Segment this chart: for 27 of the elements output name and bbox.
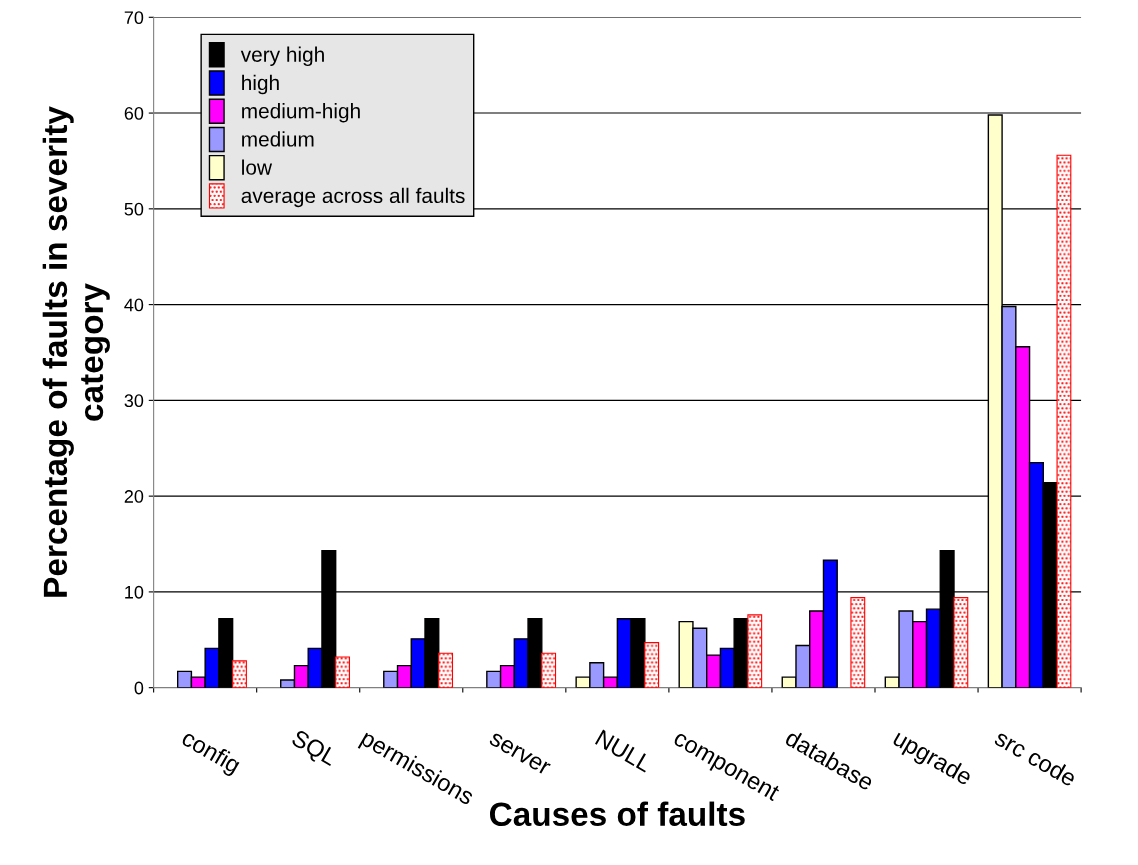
- x-tick-label: src code: [993, 728, 1078, 788]
- bar: [438, 652, 454, 688]
- bar: [232, 660, 247, 688]
- bar: [541, 652, 557, 688]
- y-tick-label: 40: [124, 298, 144, 312]
- y-tick-label: 50: [124, 202, 144, 216]
- bar: [1056, 154, 1072, 688]
- bar: [747, 614, 763, 688]
- x-axis-title: Causes of faults: [490, 801, 745, 827]
- legend-label: average across all faults: [241, 187, 465, 208]
- y-tick-label: 30: [124, 394, 144, 408]
- y-tick-label: 60: [124, 107, 144, 120]
- y-tick-label: 20: [124, 490, 144, 503]
- legend-label: very high: [240, 46, 324, 67]
- bar: [335, 656, 350, 688]
- y-axis-title: Percentage of faults in severity category: [42, 106, 110, 597]
- legend-label: low: [242, 159, 273, 175]
- y-tick-label: 10: [125, 585, 144, 599]
- bar: [953, 597, 969, 688]
- x-tick-label: SQL: [288, 728, 339, 770]
- y-tick-label: 70: [124, 11, 144, 25]
- y-tick-label: 0: [134, 681, 144, 695]
- legend-label: medium: [242, 131, 314, 147]
- bar: [850, 597, 866, 688]
- bar: [644, 642, 660, 688]
- legend-label: high: [242, 74, 279, 95]
- legend-label: medium-high: [242, 103, 360, 123]
